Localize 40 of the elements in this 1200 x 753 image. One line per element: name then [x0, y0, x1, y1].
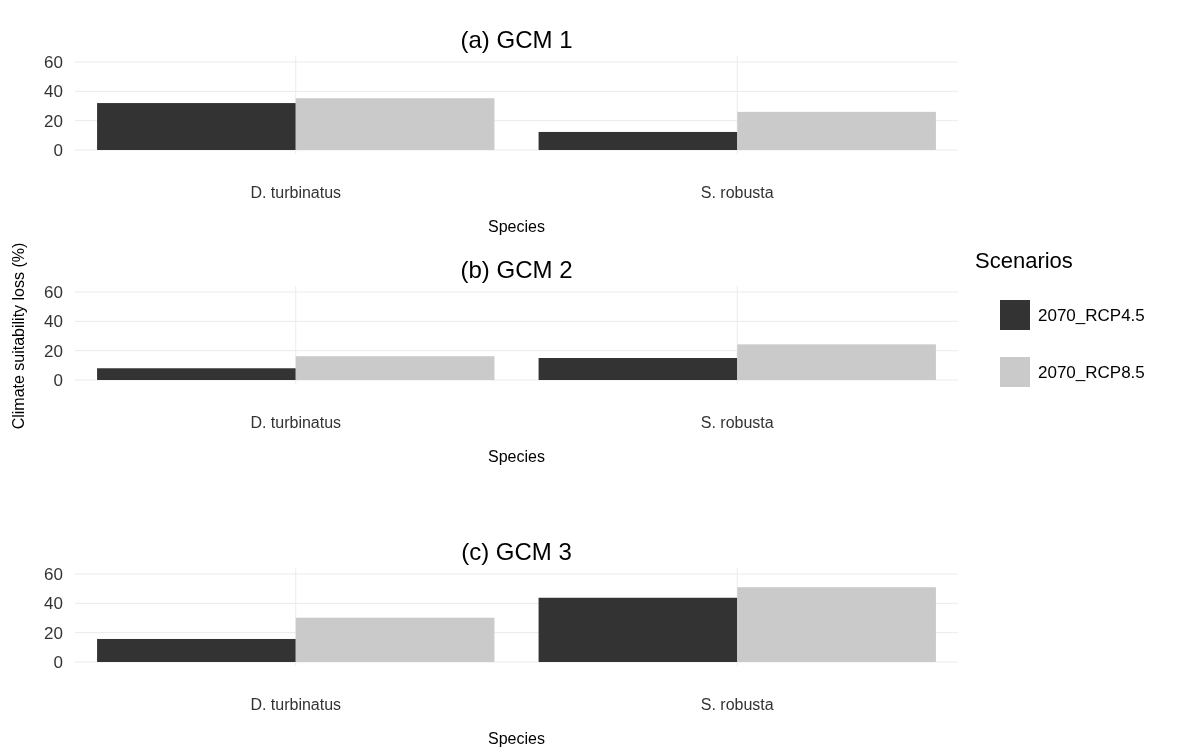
y-tick-label: 0	[53, 652, 63, 672]
legend-label: 2070_RCP4.5	[1038, 305, 1145, 325]
y-tick-label: 60	[44, 52, 63, 72]
bar	[295, 98, 495, 150]
bar	[737, 587, 936, 662]
bar	[295, 617, 495, 662]
bar	[97, 638, 296, 662]
bar	[737, 111, 936, 150]
y-tick-label: 40	[44, 82, 63, 102]
x-tick-label: D. turbinatus	[250, 696, 342, 713]
bar	[97, 368, 296, 380]
y-tick-label: 40	[44, 312, 63, 332]
x-tick-label: D. turbinatus	[250, 414, 342, 431]
bar	[538, 131, 738, 150]
bar	[97, 103, 296, 150]
x-tick-label: S. robusta	[700, 414, 774, 431]
legend-title: Scenarios	[975, 248, 1073, 273]
bar	[538, 597, 738, 662]
y-tick-label: 60	[44, 282, 63, 302]
y-tick-label: 20	[44, 111, 63, 131]
chart-title: (a) GCM 1	[460, 26, 573, 53]
bar	[737, 344, 936, 380]
x-tick-label: D. turbinatus	[250, 184, 342, 201]
y-axis-title: Climate suitability loss (%)	[10, 242, 27, 430]
y-tick-label: 20	[44, 341, 63, 361]
chart-title: (b) GCM 2	[460, 256, 573, 283]
chart-title: (c) GCM 3	[461, 538, 572, 565]
y-tick-label: 40	[44, 594, 63, 614]
bar	[538, 358, 738, 380]
x-tick-label: S. robusta	[700, 184, 774, 201]
y-tick-label: 0	[53, 140, 63, 160]
legend-label: 2070_RCP8.5	[1038, 362, 1145, 382]
x-tick-label: S. robusta	[700, 696, 774, 713]
y-tick-label: 20	[44, 623, 63, 643]
y-tick-label: 0	[53, 370, 63, 390]
x-axis-title: Species	[488, 730, 545, 747]
y-tick-label: 60	[44, 564, 63, 584]
x-axis-title: Species	[488, 218, 545, 235]
bar	[295, 356, 495, 380]
x-axis-title: Species	[488, 448, 545, 465]
